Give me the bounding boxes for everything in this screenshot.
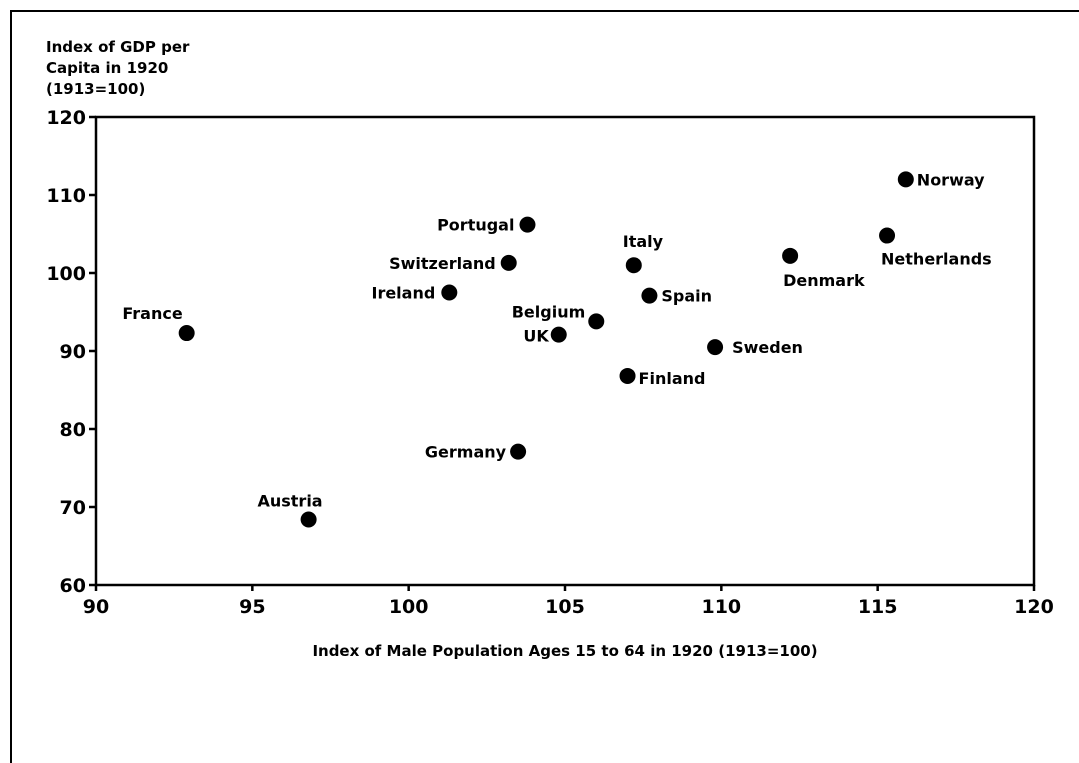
x-tick-label-120: 120 xyxy=(1014,596,1054,618)
data-point-austria xyxy=(300,511,317,528)
data-label-norway: Norway xyxy=(917,170,985,189)
y-axis-label-line-2: Capita in 1920 xyxy=(46,59,168,77)
data-label-switzerland: Switzerland xyxy=(389,254,496,273)
data-point-sweden xyxy=(707,339,724,356)
data-label-austria: Austria xyxy=(257,491,322,510)
data-label-ireland: Ireland xyxy=(371,284,435,303)
data-label-spain: Spain xyxy=(661,287,712,306)
data-point-ireland xyxy=(441,284,458,301)
x-tick-label-110: 110 xyxy=(701,596,741,618)
y-tick-label-100: 100 xyxy=(46,263,86,285)
y-axis-label-line-3: (1913=100) xyxy=(46,80,145,98)
data-point-switzerland xyxy=(500,254,517,271)
y-tick-label-80: 80 xyxy=(60,419,86,441)
data-point-germany xyxy=(510,443,527,460)
data-point-norway xyxy=(897,171,914,188)
x-tick-label-100: 100 xyxy=(389,596,429,618)
y-tick-label-60: 60 xyxy=(60,575,86,597)
data-label-italy: Italy xyxy=(623,232,664,251)
data-point-denmark xyxy=(782,247,799,264)
data-label-sweden: Sweden xyxy=(732,338,803,357)
data-point-italy xyxy=(625,257,642,274)
data-label-belgium: Belgium xyxy=(512,302,586,321)
data-point-spain xyxy=(641,287,658,304)
data-point-portugal xyxy=(519,216,536,233)
page-frame xyxy=(10,10,1079,763)
y-axis-label-line-1: Index of GDP per xyxy=(46,38,190,56)
data-point-belgium xyxy=(588,313,605,330)
data-label-france: France xyxy=(122,304,182,323)
x-tick-label-105: 105 xyxy=(545,596,585,618)
data-point-uk xyxy=(550,326,567,343)
y-tick-label-70: 70 xyxy=(60,497,86,519)
data-label-finland: Finland xyxy=(639,369,706,388)
data-label-portugal: Portugal xyxy=(437,216,514,235)
data-label-germany: Germany xyxy=(425,443,507,462)
x-tick-label-115: 115 xyxy=(858,596,898,618)
plot-area-frame xyxy=(94,115,1036,587)
x-axis-label: Index of Male Population Ages 15 to 64 i… xyxy=(312,642,817,660)
chart-marks: 60 70 80 90 100 110 120 90 95 100 105 110 115 120 Fran… xyxy=(46,107,1054,618)
y-tick-label-120: 120 xyxy=(46,107,86,129)
data-label-denmark: Denmark xyxy=(783,271,865,290)
data-point-france xyxy=(178,325,195,342)
y-tick-label-110: 110 xyxy=(46,185,86,207)
data-label-uk: UK xyxy=(523,327,549,346)
x-tick-label-90: 90 xyxy=(83,596,109,618)
data-point-netherlands xyxy=(879,227,896,244)
data-label-netherlands: Netherlands xyxy=(881,250,992,269)
data-point-finland xyxy=(619,367,636,384)
x-tick-label-95: 95 xyxy=(239,596,265,618)
y-tick-label-90: 90 xyxy=(60,341,86,363)
